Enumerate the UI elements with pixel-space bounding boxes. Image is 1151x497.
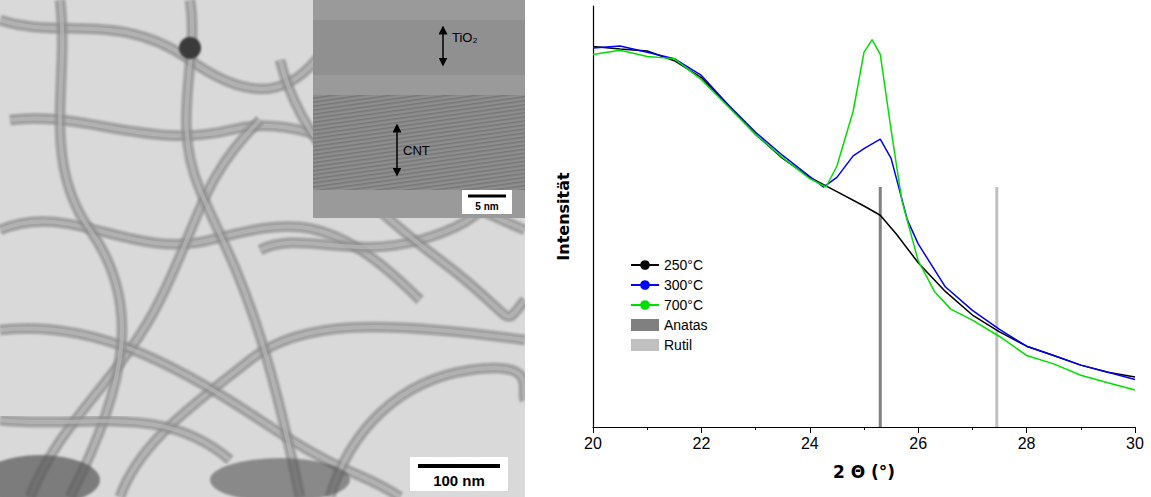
svg-text:28: 28 [1018,435,1036,452]
svg-text:26: 26 [909,435,927,452]
svg-text:Anatas: Anatas [664,317,708,333]
svg-text:250°C: 250°C [664,257,703,273]
svg-text:5 nm: 5 nm [475,201,498,212]
svg-text:2 Θ (°): 2 Θ (°) [833,462,895,482]
svg-text:24: 24 [801,435,819,452]
svg-text:Intensität: Intensität [554,172,573,261]
svg-text:22: 22 [693,435,711,452]
svg-text:TiO₂: TiO₂ [452,30,478,45]
svg-text:Rutil: Rutil [664,337,692,353]
svg-text:100 nm: 100 nm [433,472,485,489]
svg-text:30: 30 [1126,435,1144,452]
svg-text:CNT: CNT [403,143,430,158]
svg-text:700°C: 700°C [664,297,703,313]
svg-text:300°C: 300°C [664,277,703,293]
svg-text:20: 20 [584,435,602,452]
